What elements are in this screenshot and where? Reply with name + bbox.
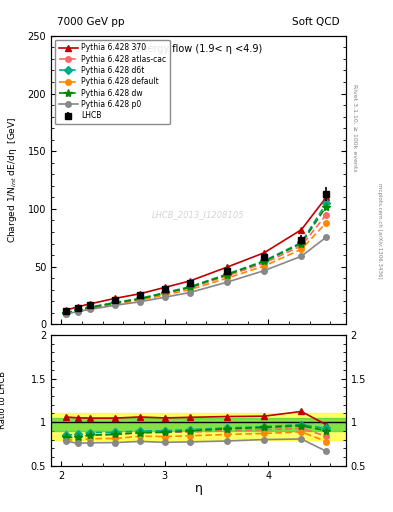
Pythia 6.428 dw <box>299 241 304 247</box>
Text: Energy flow (1.9< η <4.9): Energy flow (1.9< η <4.9) <box>135 45 262 54</box>
Pythia 6.428 p0 <box>113 302 118 308</box>
Pythia 6.428 p0 <box>262 268 266 274</box>
Pythia 6.428 370 <box>187 278 192 284</box>
Pythia 6.428 atlas-cac <box>262 260 266 266</box>
Pythia 6.428 dw <box>324 204 329 210</box>
Pythia 6.428 dw <box>113 300 118 306</box>
Text: LHCB_2013_I1208105: LHCB_2013_I1208105 <box>152 210 245 219</box>
Pythia 6.428 370 <box>113 295 118 302</box>
Pythia 6.428 d6t <box>138 295 142 302</box>
Pythia 6.428 dw <box>138 296 142 302</box>
Pythia 6.428 370 <box>75 304 80 310</box>
Pythia 6.428 default <box>113 301 118 307</box>
Pythia 6.428 p0 <box>138 298 142 305</box>
Pythia 6.428 p0 <box>187 289 192 295</box>
Line: Pythia 6.428 370: Pythia 6.428 370 <box>63 195 329 313</box>
Pythia 6.428 dw <box>262 259 266 265</box>
Pythia 6.428 default <box>75 308 80 314</box>
Pythia 6.428 atlas-cac <box>63 310 68 316</box>
Text: Soft QCD: Soft QCD <box>292 17 340 27</box>
Pythia 6.428 d6t <box>75 307 80 313</box>
Pythia 6.428 d6t <box>187 284 192 290</box>
Pythia 6.428 default <box>187 287 192 293</box>
Pythia 6.428 370 <box>138 291 142 297</box>
Pythia 6.428 dw <box>162 290 167 296</box>
Pythia 6.428 atlas-cac <box>162 290 167 296</box>
Pythia 6.428 atlas-cac <box>138 296 142 302</box>
Pythia 6.428 atlas-cac <box>299 243 304 249</box>
X-axis label: η: η <box>195 482 202 495</box>
Pythia 6.428 atlas-cac <box>324 211 329 218</box>
Pythia 6.428 d6t <box>88 304 93 310</box>
Pythia 6.428 default <box>262 263 266 269</box>
Pythia 6.428 d6t <box>63 310 68 316</box>
Pythia 6.428 p0 <box>224 279 229 285</box>
Pythia 6.428 default <box>162 292 167 298</box>
Pythia 6.428 370 <box>88 301 93 307</box>
Text: 7000 GeV pp: 7000 GeV pp <box>57 17 125 27</box>
Bar <box>51 414 346 440</box>
Pythia 6.428 atlas-cac <box>113 300 118 306</box>
Pythia 6.428 p0 <box>75 309 80 315</box>
Pythia 6.428 p0 <box>162 294 167 300</box>
Pythia 6.428 d6t <box>324 200 329 206</box>
Pythia 6.428 default <box>63 311 68 317</box>
Pythia 6.428 dw <box>187 284 192 290</box>
Line: Pythia 6.428 default: Pythia 6.428 default <box>63 220 329 316</box>
Pythia 6.428 default <box>138 297 142 303</box>
Pythia 6.428 p0 <box>88 306 93 312</box>
Pythia 6.428 atlas-cac <box>187 285 192 291</box>
Pythia 6.428 default <box>88 305 93 311</box>
Pythia 6.428 p0 <box>324 234 329 240</box>
Text: Rivet 3.1.10, ≥ 100k events: Rivet 3.1.10, ≥ 100k events <box>352 84 357 172</box>
Line: Pythia 6.428 p0: Pythia 6.428 p0 <box>63 234 329 317</box>
Pythia 6.428 370 <box>224 264 229 270</box>
Pythia 6.428 default <box>224 275 229 281</box>
Pythia 6.428 default <box>324 220 329 226</box>
Pythia 6.428 370 <box>262 250 266 256</box>
Y-axis label: Charged 1/N$_{int}$ dE/dη  [GeV]: Charged 1/N$_{int}$ dE/dη [GeV] <box>6 117 19 243</box>
Pythia 6.428 370 <box>162 284 167 290</box>
Pythia 6.428 dw <box>75 307 80 313</box>
Pythia 6.428 d6t <box>262 258 266 264</box>
Pythia 6.428 dw <box>88 305 93 311</box>
Pythia 6.428 370 <box>299 227 304 233</box>
Pythia 6.428 p0 <box>299 253 304 259</box>
Y-axis label: Ratio to LHCB: Ratio to LHCB <box>0 371 7 430</box>
Pythia 6.428 atlas-cac <box>75 307 80 313</box>
Pythia 6.428 d6t <box>113 300 118 306</box>
Line: Pythia 6.428 dw: Pythia 6.428 dw <box>61 202 331 317</box>
Pythia 6.428 370 <box>324 195 329 201</box>
Legend: Pythia 6.428 370, Pythia 6.428 atlas-cac, Pythia 6.428 d6t, Pythia 6.428 default: Pythia 6.428 370, Pythia 6.428 atlas-cac… <box>55 39 170 124</box>
Pythia 6.428 atlas-cac <box>224 273 229 279</box>
Pythia 6.428 d6t <box>224 271 229 277</box>
Pythia 6.428 p0 <box>63 311 68 317</box>
Pythia 6.428 default <box>299 246 304 252</box>
Line: Pythia 6.428 atlas-cac: Pythia 6.428 atlas-cac <box>63 212 329 316</box>
Bar <box>51 418 346 431</box>
Pythia 6.428 d6t <box>162 289 167 295</box>
Line: Pythia 6.428 d6t: Pythia 6.428 d6t <box>63 200 329 316</box>
Pythia 6.428 dw <box>63 310 68 316</box>
Pythia 6.428 dw <box>224 272 229 278</box>
Pythia 6.428 d6t <box>299 239 304 245</box>
Pythia 6.428 atlas-cac <box>88 305 93 311</box>
Pythia 6.428 370 <box>63 307 68 313</box>
Text: mcplots.cern.ch [arXiv:1306.3436]: mcplots.cern.ch [arXiv:1306.3436] <box>377 183 382 278</box>
